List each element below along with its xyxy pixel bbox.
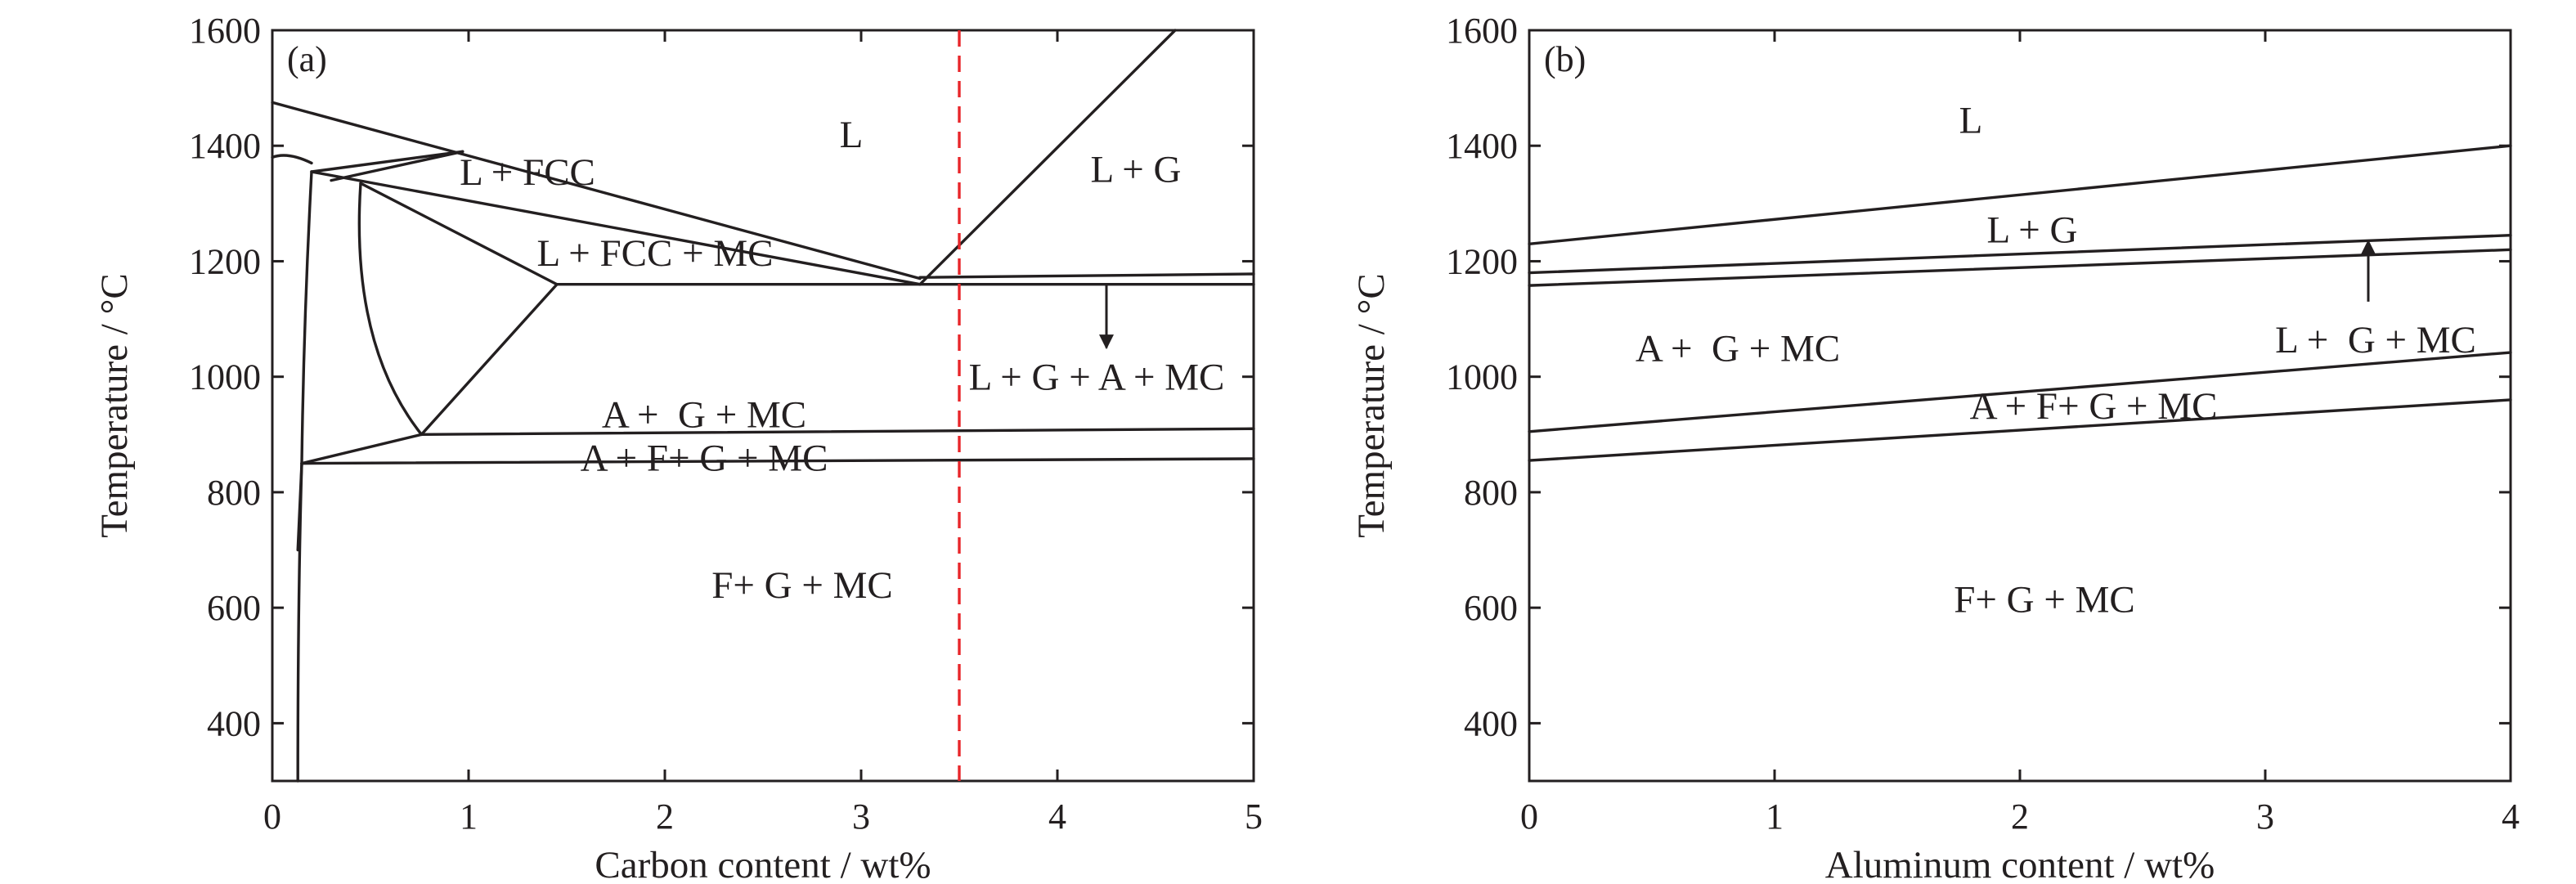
x-tick-label: 1 <box>460 796 478 837</box>
x-tick-label: 2 <box>656 796 674 837</box>
phase-region-label: A + G + MC <box>602 394 806 437</box>
x-axis-title: Aluminum content / wt% <box>1825 844 2215 884</box>
x-tick-label: 3 <box>852 796 870 837</box>
y-tick-label: 800 <box>207 473 261 513</box>
phase-boundary-line <box>420 283 559 437</box>
phase-region-label: L + FCC + MC <box>537 232 774 275</box>
y-tick-label: 600 <box>1464 588 1518 628</box>
phase-region-label: L + G <box>1091 148 1182 191</box>
y-axis-title: Temperature / °C <box>93 273 136 538</box>
x-tick-label: 5 <box>1245 796 1263 837</box>
y-tick-label: 600 <box>207 588 261 628</box>
phase-region-label: A + F+ G + MC <box>1970 385 2218 428</box>
plot-frame <box>271 29 1255 783</box>
phase-boundary-line <box>271 154 313 165</box>
x-tick-label: 1 <box>1766 796 1784 837</box>
y-tick-label: 800 <box>1464 473 1518 513</box>
phase-region-label: A + F+ G + MC <box>581 438 828 480</box>
phase-boundary-line <box>296 461 303 552</box>
phase-region-label: L <box>840 114 864 156</box>
y-tick-label: 1400 <box>189 126 261 166</box>
panel-label: (b) <box>1544 39 1586 79</box>
chart-panel-a: 0 1 2 3 4 5 400 600 800 1000 1200 1400 1600 Carbon co… <box>93 11 1263 884</box>
phase-region-label: A + G + MC <box>1636 327 1840 370</box>
phase-boundary-line <box>300 457 1255 465</box>
y-tick-label: 1000 <box>189 357 261 397</box>
x-tick-label: 4 <box>1048 796 1066 837</box>
phase-boundary-line <box>918 29 1177 286</box>
y-tick-label: 1400 <box>1446 126 1518 166</box>
phase-region-label: L + G <box>1987 209 2078 252</box>
y-tick-label: 1200 <box>189 241 261 281</box>
y-tick-label: 1600 <box>1446 11 1518 51</box>
x-tick-label: 0 <box>263 796 281 837</box>
phase-boundary-line <box>420 427 1255 437</box>
x-tick-label: 3 <box>2256 796 2274 837</box>
phase-region-label: L + FCC <box>460 151 595 194</box>
phase-region-label: F+ G + MC <box>711 564 892 607</box>
x-tick-label: 2 <box>2011 796 2029 837</box>
phase-boundary-line <box>1528 398 2512 462</box>
phase-boundary-line <box>310 170 922 286</box>
y-tick-label: 400 <box>1464 703 1518 743</box>
phase-boundary-line <box>359 182 559 286</box>
phase-region-label: L + G + MC <box>2275 319 2476 361</box>
phase-boundary-line <box>1528 144 2512 245</box>
phase-boundary-line <box>357 182 424 437</box>
phase-region-label: L + G + A + MC <box>969 357 1225 399</box>
phase-boundary-line <box>1528 351 2512 433</box>
y-tick-label: 1600 <box>189 11 261 51</box>
y-tick-label: 400 <box>207 703 261 743</box>
x-axis-title: Carbon content / wt% <box>595 844 931 884</box>
panel-label: (a) <box>287 39 327 79</box>
phase-boundary-line <box>310 150 464 173</box>
phase-boundary-line <box>918 272 1255 279</box>
chart-panel-b: 0 1 2 3 4 400 600 800 1000 1200 1400 1600 Aluminum c… <box>1350 11 2520 884</box>
phase-boundary-line <box>1528 248 2512 287</box>
x-tick-label: 4 <box>2502 796 2520 837</box>
x-tick-label: 0 <box>1520 796 1538 837</box>
y-tick-label: 1000 <box>1446 357 1518 397</box>
phase-region-label: L <box>1959 99 1983 141</box>
phase-boundary-line <box>300 433 424 465</box>
y-axis-title: Temperature / °C <box>1350 273 1393 538</box>
phase-boundary-line <box>330 150 464 182</box>
phase-boundary-line <box>1528 233 2512 275</box>
phase-boundary-line <box>300 170 313 465</box>
phase-boundary-line <box>271 101 922 280</box>
phase-region-label: F+ G + MC <box>1954 579 2134 621</box>
y-tick-label: 1200 <box>1446 241 1518 281</box>
